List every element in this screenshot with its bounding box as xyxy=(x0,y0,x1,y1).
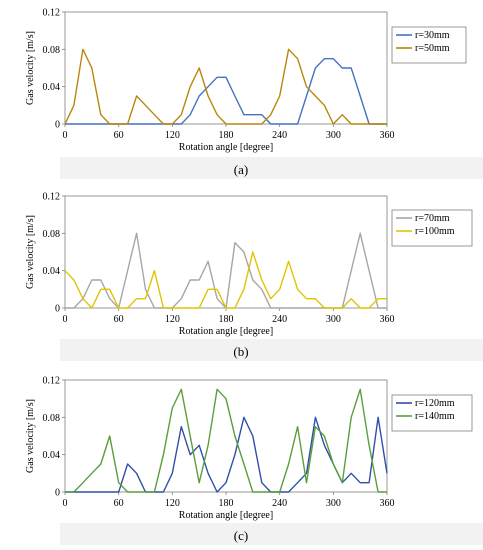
panel-caption: (b) xyxy=(233,344,248,359)
x-tick-label: 120 xyxy=(165,314,180,325)
legend: r=70mm r=100mm xyxy=(391,209,473,247)
y-tick-label: 0.12 xyxy=(43,376,61,387)
caption-band xyxy=(60,157,483,179)
legend-box xyxy=(391,394,473,432)
legend-label: r=120mm xyxy=(415,398,455,409)
x-tick-label: 240 xyxy=(272,130,287,141)
y-axis-title: Gas velocity [m/s] xyxy=(25,215,36,289)
y-tick-label: 0 xyxy=(55,120,60,131)
legend-label: r=50mm xyxy=(415,43,450,54)
y-tick-label: 0.04 xyxy=(43,266,61,277)
series-line-r=100mm xyxy=(64,251,387,309)
x-tick-label: 60 xyxy=(114,130,124,141)
y-tick-label: 0.04 xyxy=(43,82,61,93)
x-tick-label: 360 xyxy=(380,314,395,325)
plot-area xyxy=(64,195,388,309)
x-tick-label: 60 xyxy=(114,314,124,325)
legend-label: r=70mm xyxy=(415,213,450,224)
legend-label: r=30mm xyxy=(415,30,450,41)
y-axis-title: Gas velocity [m/s] xyxy=(25,399,36,473)
x-tick-label: 240 xyxy=(272,314,287,325)
x-tick-label: 300 xyxy=(326,314,341,325)
y-axis-title: Gas velocity [m/s] xyxy=(25,31,36,105)
y-tick-label: 0 xyxy=(55,488,60,499)
y-tick-label: 0 xyxy=(55,304,60,315)
x-tick-label: 180 xyxy=(219,498,234,509)
x-tick-label: 360 xyxy=(380,130,395,141)
x-tick-label: 360 xyxy=(380,498,395,509)
x-tick-label: 180 xyxy=(219,130,234,141)
x-tick-label: 240 xyxy=(272,498,287,509)
y-tick-label: 0.04 xyxy=(43,450,61,461)
y-tick-label: 0.08 xyxy=(43,45,61,56)
chart-panel-1: 0 0.04 0.08 0.12 0 60 120 180 240 300 360 Rotation … xyxy=(25,8,483,179)
series-line-r=50mm xyxy=(64,48,387,125)
x-tick-label: 60 xyxy=(114,498,124,509)
series-line-r=140mm xyxy=(65,388,387,493)
caption-band xyxy=(60,523,483,545)
series-line-r=30mm xyxy=(65,58,387,125)
legend-box xyxy=(391,209,473,247)
x-axis-title: Rotation angle [degree] xyxy=(179,510,273,521)
x-axis-title: Rotation angle [degree] xyxy=(179,326,273,337)
legend-box xyxy=(391,26,467,64)
y-tick-label: 0.12 xyxy=(43,8,61,19)
x-tick-label: 120 xyxy=(165,498,180,509)
x-tick-label: 0 xyxy=(63,314,68,325)
plot-area xyxy=(64,11,388,125)
y-tick-label: 0.12 xyxy=(43,192,61,203)
y-tick-label: 0.08 xyxy=(43,229,61,240)
x-tick-label: 0 xyxy=(63,130,68,141)
x-tick-label: 300 xyxy=(326,498,341,509)
legend-label: r=140mm xyxy=(415,411,455,422)
legend: r=120mm r=140mm xyxy=(391,394,473,432)
y-tick-label: 0.08 xyxy=(43,413,61,424)
x-tick-label: 180 xyxy=(219,314,234,325)
panel-caption: (c) xyxy=(234,528,248,543)
x-tick-label: 300 xyxy=(326,130,341,141)
chart-panel-2: 0 0.04 0.08 0.12 0 60 120 180 240 300 360 Rotation … xyxy=(25,192,483,361)
chart-panel-3: 0 0.04 0.08 0.12 0 60 120 180 240 300 360 Rotation … xyxy=(25,376,483,545)
x-tick-label: 0 xyxy=(63,498,68,509)
panel-caption: (a) xyxy=(234,162,248,177)
caption-band xyxy=(60,339,483,361)
legend: r=30mm r=50mm xyxy=(391,26,467,64)
x-tick-label: 120 xyxy=(165,130,180,141)
legend-label: r=100mm xyxy=(415,226,455,237)
x-axis-title: Rotation angle [degree] xyxy=(179,142,273,153)
